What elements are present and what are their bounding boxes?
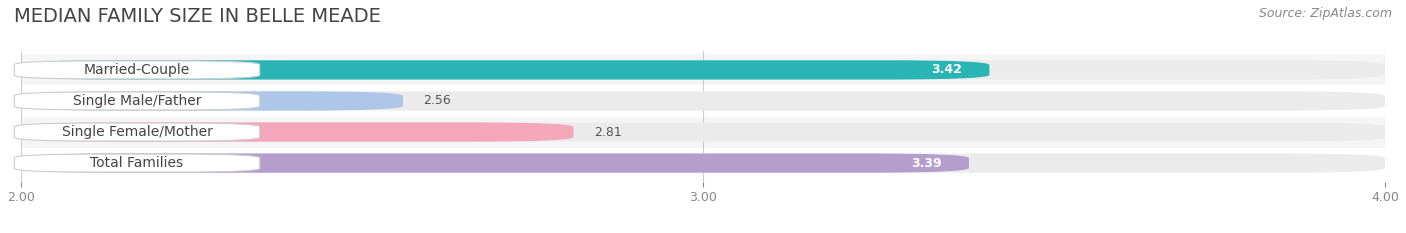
FancyBboxPatch shape [21, 122, 1385, 142]
Text: Source: ZipAtlas.com: Source: ZipAtlas.com [1258, 7, 1392, 20]
Text: Single Male/Father: Single Male/Father [73, 94, 201, 108]
FancyBboxPatch shape [21, 154, 969, 173]
Text: Total Families: Total Families [90, 156, 184, 170]
Text: MEDIAN FAMILY SIZE IN BELLE MEADE: MEDIAN FAMILY SIZE IN BELLE MEADE [14, 7, 381, 26]
Text: 2.56: 2.56 [423, 94, 451, 107]
FancyBboxPatch shape [21, 91, 404, 111]
Text: 2.81: 2.81 [593, 126, 621, 139]
FancyBboxPatch shape [14, 61, 260, 79]
FancyBboxPatch shape [21, 122, 574, 142]
Text: 3.39: 3.39 [911, 157, 942, 170]
FancyBboxPatch shape [14, 123, 260, 141]
FancyBboxPatch shape [21, 54, 1385, 86]
FancyBboxPatch shape [21, 116, 1385, 147]
FancyBboxPatch shape [21, 91, 1385, 111]
Text: 3.42: 3.42 [931, 63, 962, 76]
Text: Married-Couple: Married-Couple [84, 63, 190, 77]
FancyBboxPatch shape [21, 154, 1385, 173]
FancyBboxPatch shape [14, 92, 260, 110]
Text: Single Female/Mother: Single Female/Mother [62, 125, 212, 139]
FancyBboxPatch shape [21, 60, 990, 79]
FancyBboxPatch shape [21, 86, 1385, 116]
FancyBboxPatch shape [21, 60, 1385, 79]
FancyBboxPatch shape [21, 147, 1385, 179]
FancyBboxPatch shape [14, 154, 260, 172]
